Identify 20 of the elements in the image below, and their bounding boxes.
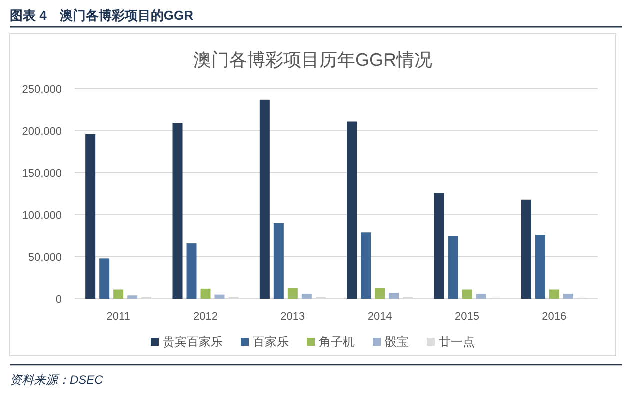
y-tick-label: 0	[56, 294, 62, 306]
x-tick-label: 2012	[194, 311, 218, 323]
x-tick-label: 2011	[106, 311, 130, 323]
legend-label: 角子机	[319, 335, 355, 349]
x-tick-label: 2016	[542, 311, 567, 323]
x-tick-label: 2013	[280, 311, 306, 323]
chart-title: 澳门各博彩项目历年GGR情况	[193, 50, 433, 70]
y-tick-label: 200,000	[22, 126, 62, 138]
y-tick-label: 50,000	[28, 252, 62, 264]
legend-label: 廿一点	[439, 335, 475, 349]
header: 图表 4 澳门各博彩项目的GGR	[10, 8, 194, 23]
y-tick-label: 150,000	[22, 168, 62, 180]
legend-label: 骰宝	[385, 335, 409, 349]
legend-label: 百家乐	[253, 335, 289, 349]
text: 资料来源：DSEC	[10, 373, 104, 387]
x-tick-label: 2014	[368, 311, 392, 323]
y-tick-label: 100,000	[22, 210, 62, 222]
y-tick-label: 250,000	[22, 84, 62, 96]
legend-label: 贵宾百家乐	[163, 335, 223, 349]
x-tick-label: 2015	[455, 311, 480, 323]
